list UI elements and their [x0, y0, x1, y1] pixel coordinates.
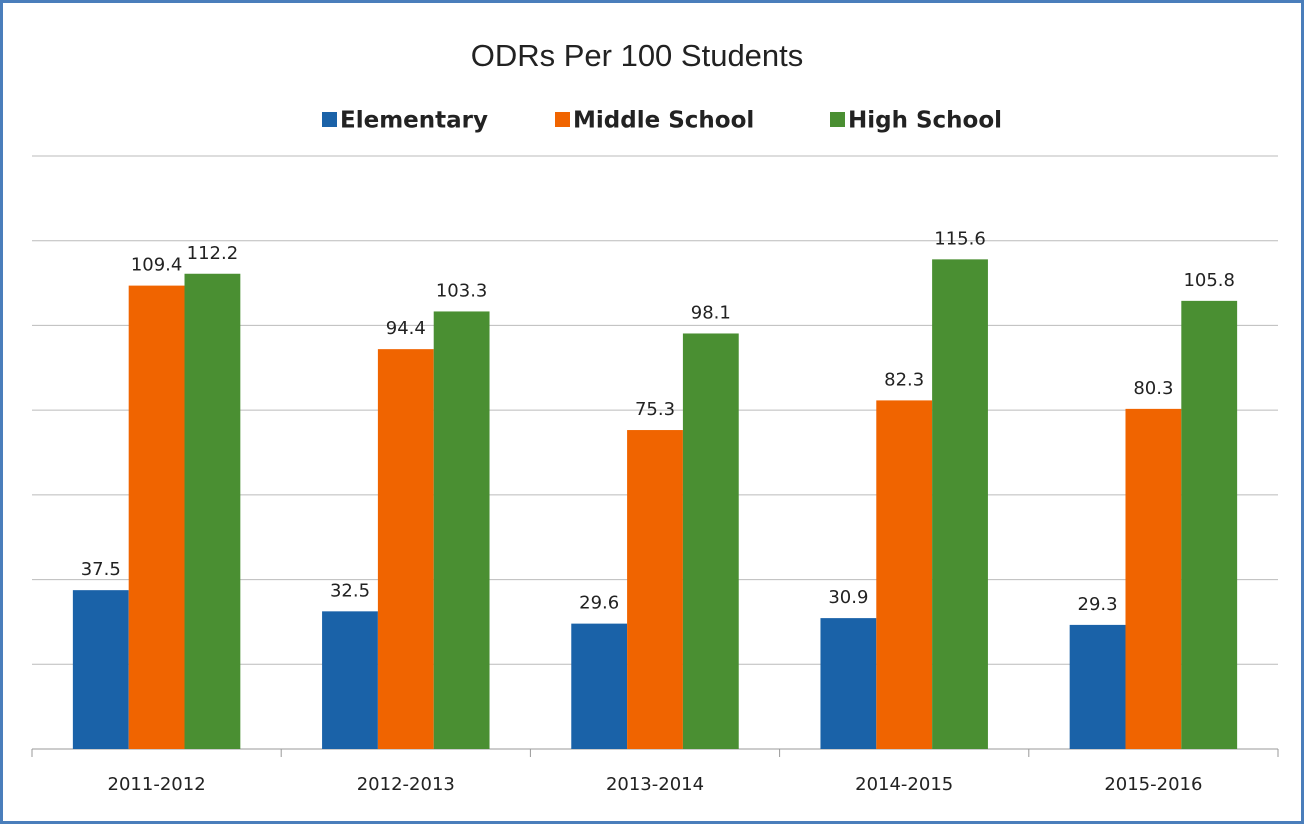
data-label: 109.4 [131, 255, 183, 276]
x-tick-label: 2012-2013 [357, 774, 455, 795]
data-label: 75.3 [635, 399, 675, 420]
x-tick-label: 2014-2015 [855, 774, 953, 795]
bar [876, 400, 933, 749]
data-label: 29.6 [579, 593, 619, 614]
data-label: 115.6 [934, 228, 986, 249]
bar [433, 311, 490, 749]
data-label: 30.9 [828, 587, 868, 608]
bar [72, 590, 129, 749]
data-label: 103.3 [436, 280, 488, 301]
bar [571, 623, 628, 749]
legend-label: Middle School [573, 108, 754, 134]
data-label: 29.3 [1078, 594, 1118, 615]
bar [1125, 408, 1182, 749]
legend-swatch [555, 112, 570, 127]
legend-label: High School [848, 108, 1002, 134]
data-label: 32.5 [330, 580, 370, 601]
data-label: 80.3 [1133, 378, 1173, 399]
data-label: 98.1 [691, 302, 731, 323]
bar [1181, 300, 1238, 749]
x-tick-label: 2011-2012 [108, 774, 206, 795]
x-tick-label: 2015-2016 [1104, 774, 1202, 795]
bar [932, 259, 988, 749]
chart-title: ODRs Per 100 Students [471, 38, 804, 73]
bar [820, 618, 877, 749]
data-label: 112.2 [187, 243, 239, 264]
data-label: 94.4 [386, 318, 426, 339]
bar [322, 611, 378, 749]
data-label: 37.5 [81, 559, 121, 580]
x-tick-label: 2013-2014 [606, 774, 704, 795]
bar [682, 333, 739, 749]
bar [1069, 624, 1126, 749]
legend-swatch [830, 112, 845, 127]
legend-label: Elementary [340, 108, 488, 134]
bar [128, 285, 185, 749]
data-label: 82.3 [884, 369, 924, 390]
legend-swatch [322, 112, 337, 127]
data-label: 105.8 [1183, 270, 1235, 291]
bar [377, 349, 434, 749]
bar [184, 273, 241, 749]
bar [627, 430, 683, 749]
